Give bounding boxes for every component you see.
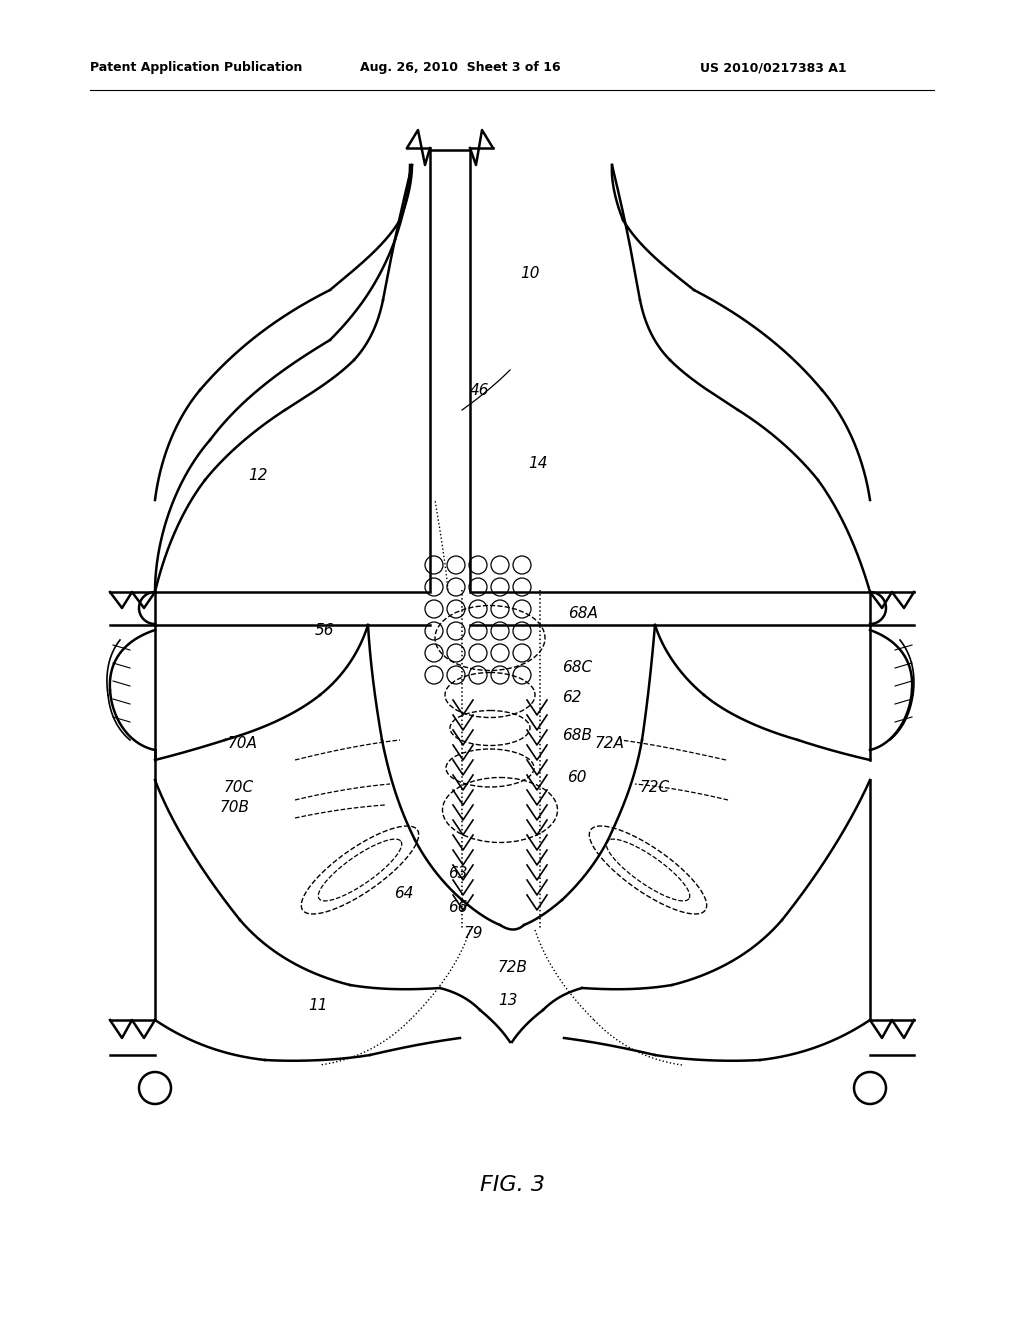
- Text: 70B: 70B: [220, 800, 250, 814]
- Text: 72C: 72C: [640, 780, 670, 795]
- Text: 66: 66: [449, 900, 468, 915]
- Text: US 2010/0217383 A1: US 2010/0217383 A1: [700, 62, 847, 74]
- Text: 62: 62: [562, 690, 582, 705]
- Text: 12: 12: [248, 469, 267, 483]
- Text: 70C: 70C: [224, 780, 254, 795]
- Text: 60: 60: [567, 770, 587, 785]
- Text: 79: 79: [464, 927, 483, 941]
- Text: 14: 14: [528, 455, 548, 471]
- Text: 13: 13: [498, 993, 517, 1008]
- Text: Aug. 26, 2010  Sheet 3 of 16: Aug. 26, 2010 Sheet 3 of 16: [360, 62, 560, 74]
- Text: 68B: 68B: [562, 729, 592, 743]
- Text: 46: 46: [470, 383, 489, 399]
- Text: 68A: 68A: [568, 606, 598, 620]
- Text: 70A: 70A: [228, 737, 258, 751]
- Text: 72B: 72B: [498, 960, 528, 975]
- Text: Patent Application Publication: Patent Application Publication: [90, 62, 302, 74]
- Text: 68C: 68C: [562, 660, 592, 675]
- Text: 10: 10: [520, 267, 540, 281]
- Text: 72A: 72A: [595, 737, 625, 751]
- Text: 64: 64: [394, 886, 414, 902]
- Text: 56: 56: [315, 623, 335, 638]
- Text: 11: 11: [308, 998, 328, 1012]
- Text: FIG. 3: FIG. 3: [479, 1175, 545, 1195]
- Text: 63: 63: [449, 866, 468, 880]
